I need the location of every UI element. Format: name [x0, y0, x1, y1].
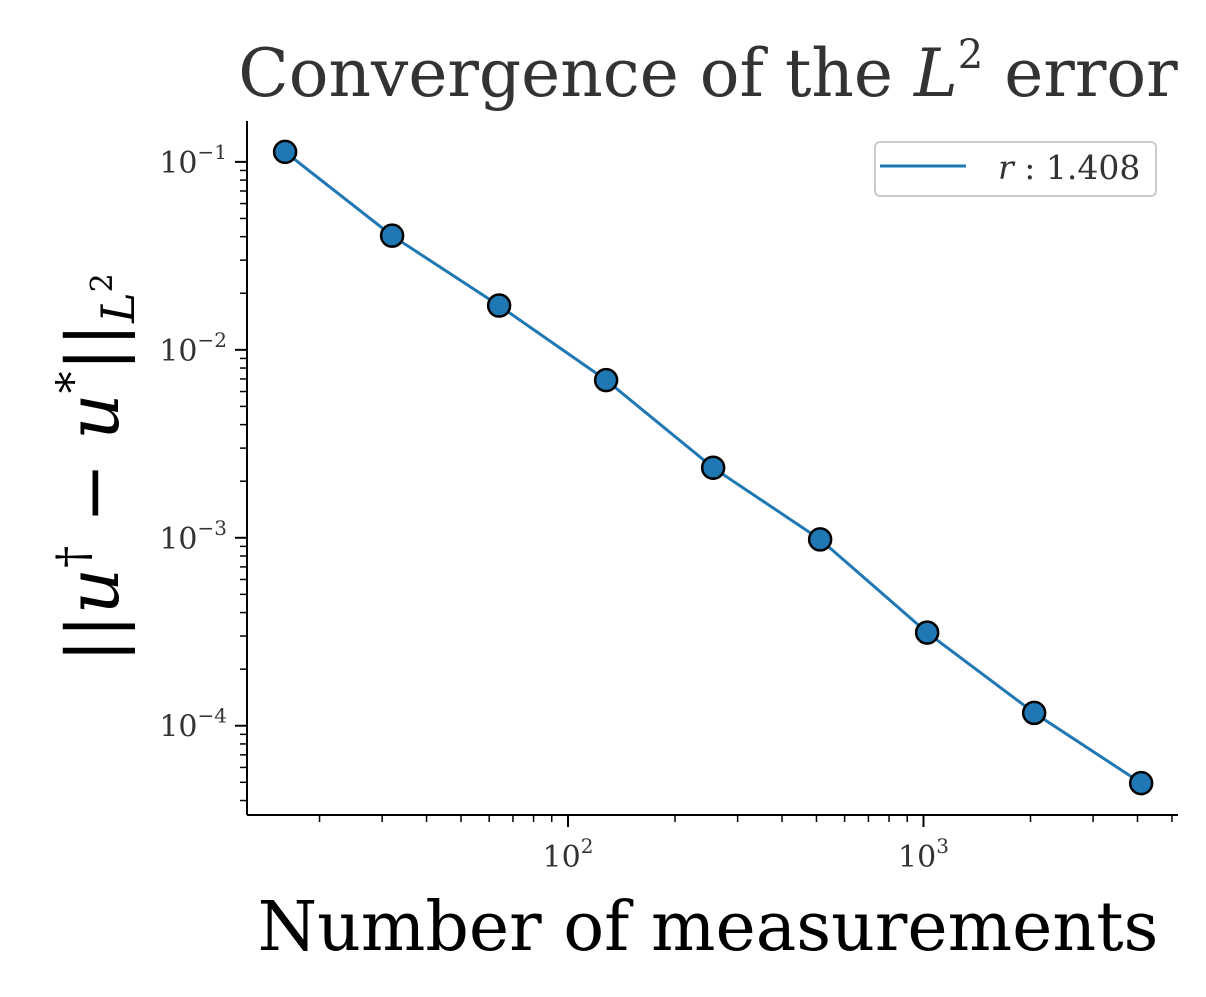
x-ticks: 102 103	[318, 815, 1173, 875]
legend: r : 1.408	[874, 141, 1157, 197]
x-axis-label: Number of measurements	[258, 888, 1159, 967]
y-label-close: ||	[51, 323, 135, 372]
y-label-subsup: 2	[85, 273, 120, 292]
chart-title-sup: 2	[958, 32, 983, 78]
data-point	[700, 455, 726, 480]
y-label-dagger: †	[48, 546, 99, 568]
y-axis-label: ||u† − u*||L2	[48, 273, 145, 663]
chart-title-var: L	[913, 35, 958, 112]
y-tick-label: 10−3	[159, 516, 227, 557]
y-tick-label: 10−1	[159, 140, 227, 181]
plot-area	[272, 139, 1154, 796]
data-point	[1021, 700, 1047, 726]
x-tick-label: 102	[543, 834, 594, 875]
data-point	[914, 620, 940, 645]
legend-label: r : 1.408	[998, 148, 1140, 187]
y-label-minus: −	[51, 440, 135, 546]
y-label-sub: L	[91, 292, 145, 324]
legend-label-rest: : 1.408	[1014, 148, 1141, 187]
legend-frame	[874, 141, 1157, 197]
data-point	[379, 223, 405, 248]
data-point	[272, 139, 298, 165]
chart-title-prefix: Convergence of the	[238, 35, 914, 112]
data-point	[593, 367, 619, 393]
y-ticks: 10−1 10−2 10−3 10−4	[159, 140, 247, 802]
data-point	[807, 527, 833, 552]
data-point	[1128, 770, 1154, 796]
y-label-open: ||	[51, 614, 135, 663]
y-tick-label: 10−4	[159, 704, 227, 745]
y-label-u2: u	[51, 393, 135, 439]
y-tick-label: 10−2	[159, 328, 227, 369]
data-point	[486, 293, 512, 318]
chart-title-suffix: error	[983, 35, 1178, 112]
chart-title: Convergence of the L2 error	[238, 32, 1178, 112]
legend-label-var: r	[998, 148, 1016, 187]
y-label-u1: u	[51, 568, 135, 614]
x-tick-label: 103	[898, 834, 949, 875]
y-label-star: *	[48, 371, 99, 393]
